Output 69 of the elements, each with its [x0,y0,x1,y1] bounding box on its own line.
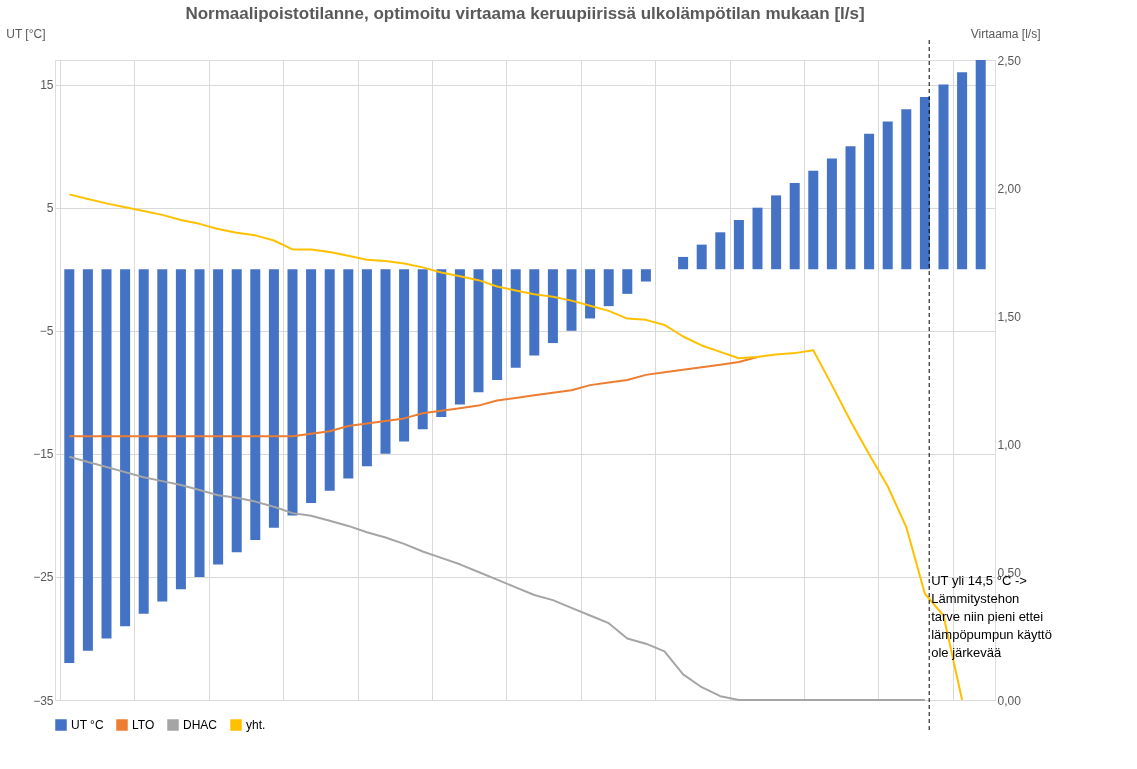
bar [175,269,186,590]
bar [585,269,596,319]
bar [324,269,335,491]
bar [789,183,800,270]
chart-title: Normaalipoistotilanne, optimoitu virtaama keruupiirissä ulkolämpötilan mukaan [l/s] [185,4,865,23]
bar [64,269,75,664]
bar [306,269,317,504]
bar [901,109,912,270]
bar [808,170,819,270]
bar [82,269,93,651]
legend-label: DHAC [183,718,218,732]
y-tick-label: −35 [33,693,54,708]
bar [975,60,986,270]
bar [603,269,614,307]
y2-tick-label: 2,00 [997,181,1022,196]
bar [399,269,410,442]
bar [510,269,521,368]
y-tick-label: −25 [33,570,54,585]
y2-tick-label: 1,50 [997,309,1022,324]
bar [138,269,149,614]
bar [492,269,503,380]
bar [622,269,633,294]
bar [845,146,856,270]
y-tick-label: −5 [39,324,54,339]
bar [882,121,893,270]
bar [771,195,782,270]
bar [547,269,558,344]
bar [864,133,875,270]
bar [380,269,391,454]
y2-tick-label: 2,50 [997,53,1022,68]
y2-tick-label: 0,00 [997,693,1022,708]
bar [752,207,763,270]
line-series [68,455,926,701]
bar [417,269,428,430]
bar [566,269,577,331]
bar [343,269,354,479]
bar [473,269,484,393]
bar [640,269,651,282]
bar [826,158,837,270]
legend-label: LTO [132,718,155,732]
bar [715,232,726,270]
bar [529,269,540,356]
bar [101,269,112,639]
bar [733,220,744,270]
bar [938,84,949,270]
bar [213,269,224,565]
y-tick-label: 5 [46,201,54,216]
y2-axis-title: Virtaama [l/s] [970,26,1041,41]
bar [157,269,168,602]
bar [268,269,279,528]
y-axis-title: UT [°C] [6,26,46,41]
legend-label: UT °C [71,718,104,732]
bar [287,269,298,516]
bar [194,269,205,577]
y-tick-label: −15 [33,447,54,462]
bar [696,244,707,270]
bar [120,269,131,627]
legend-label: yht. [246,718,266,732]
bar [919,96,930,270]
bar [250,269,261,540]
y-tick-label: 15 [40,78,54,93]
y2-tick-label: 1,00 [997,437,1022,452]
bar [957,72,968,270]
bar [231,269,242,553]
bar [436,269,447,417]
bar [678,256,689,270]
bar [454,269,465,405]
line-series [68,355,759,438]
bar [361,269,372,467]
